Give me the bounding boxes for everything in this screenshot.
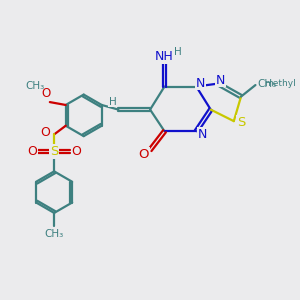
Text: methyl: methyl <box>264 79 296 88</box>
Text: H: H <box>109 97 116 106</box>
Text: O: O <box>71 145 81 158</box>
Text: CH₃: CH₃ <box>44 229 64 239</box>
Text: N: N <box>196 76 205 89</box>
Text: N: N <box>197 128 207 141</box>
Text: O: O <box>27 145 37 158</box>
Text: CH₃: CH₃ <box>25 81 44 91</box>
Text: O: O <box>42 87 51 100</box>
Text: O: O <box>40 127 50 140</box>
Text: N: N <box>216 74 226 87</box>
Text: O: O <box>139 148 149 161</box>
Text: S: S <box>50 145 58 158</box>
Text: CH₃: CH₃ <box>258 79 277 88</box>
Text: S: S <box>237 116 245 129</box>
Text: H: H <box>174 47 182 57</box>
Text: NH: NH <box>155 50 174 63</box>
